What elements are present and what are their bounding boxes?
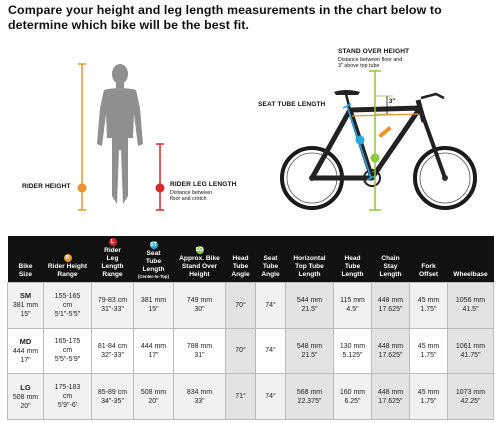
table-cell: 130 mm 5.125" <box>333 327 372 375</box>
table-cell: 70° <box>225 282 256 329</box>
size-label: MD <box>19 336 32 346</box>
col-header: R Rider Height Range <box>43 236 92 283</box>
col-header: Seat Tube Angle <box>255 236 286 283</box>
col-header-label: Horizontal Top Tube Length <box>293 255 326 278</box>
table-cell: 448 mm 17.625" <box>371 282 410 329</box>
col-header-label: Head Tube Length <box>341 255 364 278</box>
table-cell: 81-84 cm 32"-33" <box>91 327 134 375</box>
seat-tube-badge: ST <box>149 241 158 249</box>
table-cell: 568 mm 22.375" <box>285 373 334 420</box>
fit-diagram-svg <box>77 63 477 211</box>
size-in: 15" <box>20 311 31 319</box>
col-header: Horizontal Top Tube Length <box>285 236 334 283</box>
size-in: 20" <box>20 402 31 410</box>
table-cell: 71° <box>225 373 256 420</box>
col-header-label: Approx. Bike Stand Over Height <box>179 255 220 278</box>
geometry-table: Bike Size R Rider Height Range L Rider Leg… <box>7 236 494 420</box>
table-cell: 45 mm 1.75" <box>409 373 448 420</box>
table-cell: 381 mm 15" <box>133 282 174 329</box>
col-header-label: Fork Offset <box>418 263 439 278</box>
col-header: Fork Offset <box>409 236 448 283</box>
table-cell: 548 mm 21.5" <box>285 327 334 375</box>
seat-tube-badge-dot <box>355 135 365 145</box>
table-row: SM 381 mm 15" 155-165 cm 5'1"-5'5" 79-83 c… <box>7 282 494 329</box>
size-label: LG <box>20 382 31 392</box>
col-header-label: Wheelbase <box>453 271 488 278</box>
table-cell: 1061 mm 41.75" <box>447 327 494 375</box>
stand-over-desc: Distance between floor and 3" above top … <box>338 57 403 70</box>
col-header: Chain Stay Length <box>371 236 410 283</box>
table-cell: 508 mm 20" <box>133 373 174 420</box>
col-header: Head Tube Angle <box>225 236 256 283</box>
col-header-label: Chain Stay Length <box>379 255 402 278</box>
table-cell: 74° <box>255 282 286 329</box>
table-cell: 74° <box>255 373 286 420</box>
table-cell: 448 mm 17.625" <box>371 327 410 375</box>
col-header-label: Head Tube Angle <box>231 255 250 278</box>
col-header: Wheelbase <box>447 236 494 283</box>
seat-tube-length-label: SEAT TUBE LENGTH <box>258 101 326 108</box>
size-mm: 381 mm <box>12 302 39 310</box>
table-cell: 1056 mm 41.5" <box>447 282 494 329</box>
col-header: L Rider Leg Length Range <box>91 236 134 283</box>
leg-length-marker <box>156 143 164 211</box>
size-mm: 444 mm <box>12 347 39 355</box>
fit-illustration: RIDER HEIGHT RIDER LEG LENGTH Distance b… <box>0 38 500 218</box>
rider-silhouette <box>97 64 143 204</box>
col-header-label: Bike Size <box>18 263 33 278</box>
table-cell: 45 mm 1.75" <box>409 282 448 329</box>
table-cell: 544 mm 21.5" <box>285 282 334 329</box>
page-headline: Compare your height and leg length measu… <box>8 3 442 32</box>
col-header-label: Rider Height Range <box>47 263 88 278</box>
stand-over-badge-dot <box>370 153 380 163</box>
table-cell: 160 mm 6.25" <box>333 373 372 420</box>
size-in: 17" <box>20 356 31 364</box>
rider-leg-length-label: RIDER LEG LENGTH <box>170 181 237 188</box>
table-cell: 788 mm 31" <box>173 327 226 375</box>
table-cell: 155-165 cm 5'1"-5'5" <box>43 282 92 329</box>
three-inch-label: 3" <box>389 99 396 105</box>
rider-height-label: RIDER HEIGHT <box>22 183 71 190</box>
size-mm: 508 mm <box>12 393 39 401</box>
table-cell: 444 mm 17" <box>133 327 174 375</box>
size-cell: LG 508 mm 20" <box>7 373 44 420</box>
col-header-label: Rider Leg Length Range <box>101 247 124 278</box>
table-cell: 448 mm 17.625" <box>371 373 410 420</box>
col-header: ST Seat Tube Length (Center-to-Top) <box>133 236 174 283</box>
size-label: SM <box>19 291 32 301</box>
stand-over-badge: SO <box>195 246 204 254</box>
geometry-table-grid: Bike Size R Rider Height Range L Rider Leg… <box>7 236 494 420</box>
table-cell: 70° <box>225 327 256 375</box>
table-cell: 165-175 cm 5'5"-5'9" <box>43 327 92 375</box>
table-cell: 74° <box>255 327 286 375</box>
size-cell: SM 381 mm 15" <box>7 282 44 329</box>
table-cell: 115 mm 4.5" <box>333 282 372 329</box>
stand-over-label: STAND OVER HEIGHT <box>338 48 410 55</box>
table-cell: 85-89 cm 34"-35" <box>91 373 134 420</box>
rider-height-badge: R <box>63 254 72 262</box>
col-header-note: (Center-to-Top) <box>138 274 169 279</box>
stand-over-marker <box>369 70 393 211</box>
table-cell: 79-83 cm 31"-33" <box>91 282 134 329</box>
table-cell: 1073 mm 42.25" <box>447 373 494 420</box>
leg-length-badge: L <box>108 238 117 246</box>
col-header-label: Seat Tube Angle <box>261 255 280 278</box>
size-cell: MD 444 mm 17" <box>7 327 44 375</box>
table-row: MD 444 mm 17" 165-175 cm 5'5"-5'9" 81-84 c… <box>7 327 494 375</box>
table-header-row: Bike Size R Rider Height Range L Rider Leg… <box>7 236 494 283</box>
table-cell: 45 mm 1.75" <box>409 327 448 375</box>
leg-length-badge-dot <box>155 183 165 193</box>
table-row: LG 508 mm 20" 175-183 cm 5'9"-6' 85-89 cm … <box>7 373 494 420</box>
col-header: Bike Size <box>7 236 44 283</box>
rider-height-badge-dot <box>77 183 87 193</box>
col-header-label: Seat Tube Length <box>142 250 165 273</box>
col-header: SO Approx. Bike Stand Over Height <box>173 236 226 283</box>
table-cell: 175-183 cm 5'9"-6' <box>43 373 92 420</box>
rider-leg-length-desc: Distance between floor and crotch <box>170 190 213 203</box>
col-header: Head Tube Length <box>333 236 372 283</box>
table-cell: 749 mm 30" <box>173 282 226 329</box>
table-cell: 834 mm 33" <box>173 373 226 420</box>
